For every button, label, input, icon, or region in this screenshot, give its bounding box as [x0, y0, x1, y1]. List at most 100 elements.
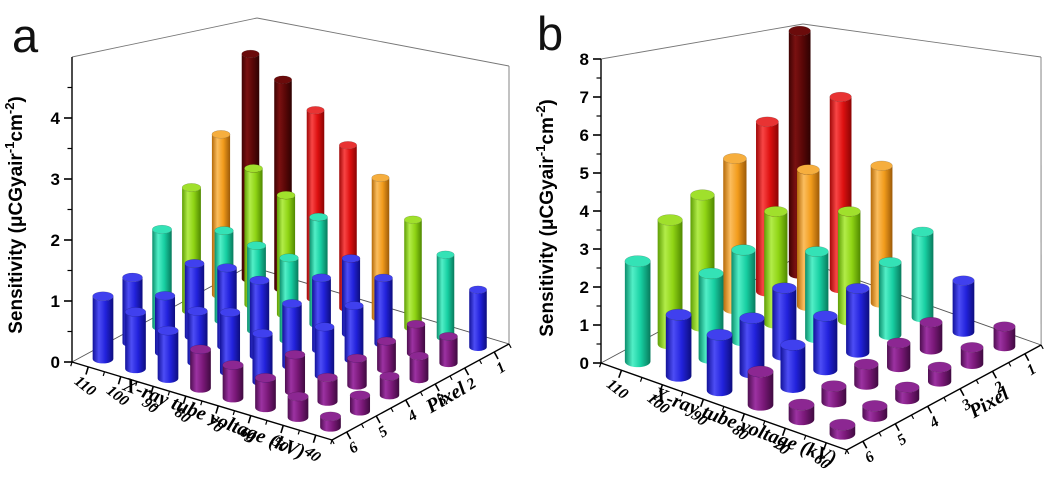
cylinder-body — [436, 254, 455, 342]
pixel-tick-label: 6 — [862, 448, 878, 467]
cylinder-body — [829, 424, 856, 440]
pixel-tick-label: 1 — [493, 359, 509, 378]
cylinder-top — [287, 391, 309, 402]
cylinder-top — [349, 390, 371, 400]
cylinder-top — [154, 291, 176, 301]
pixel-major-tick — [959, 388, 965, 397]
z-tick-label: 2 — [51, 231, 60, 250]
cylinder-top — [706, 328, 733, 341]
cylinder-top — [122, 272, 143, 283]
cylinder-top — [993, 321, 1016, 332]
z-tick-label: 1 — [580, 316, 589, 335]
voltage-tick-label: 110 — [603, 376, 631, 403]
voltage-axis-title: X-ray tube voltage (kV) — [650, 383, 840, 470]
cylinder-body — [255, 377, 276, 413]
bar-a-v60-p4 — [314, 322, 335, 380]
z-tick-label: 2 — [580, 278, 589, 297]
bars-group — [624, 25, 1016, 440]
cylinder-body — [125, 311, 146, 374]
bar-b-v80-p1 — [911, 226, 934, 323]
bar-a-v40-p5 — [349, 390, 371, 416]
z-tick-label: 7 — [580, 88, 589, 107]
cylinder-top — [731, 244, 756, 256]
voltage-tick-label: 110 — [71, 373, 99, 400]
pixel-major-tick — [991, 370, 998, 379]
bar-a-v60-p1 — [403, 215, 423, 332]
bar-b-v70-p1 — [952, 275, 975, 337]
bar-a-v50-p1 — [436, 250, 455, 342]
cylinder-top — [371, 173, 390, 182]
cylinder-body — [895, 387, 920, 405]
cylinder-top — [273, 75, 293, 84]
bar-b-v60-p5 — [862, 400, 888, 422]
bar-a-v70-p5 — [252, 328, 273, 387]
voltage-major-tick — [618, 369, 623, 379]
cylinder-top — [919, 317, 943, 328]
cylinder-top — [894, 381, 920, 393]
voltage-axis-title: X-ray tube voltage (kV) — [119, 373, 308, 463]
voltage-major-tick — [85, 366, 90, 375]
bar-a-v40-p6 — [319, 411, 342, 432]
bar-b-v70-p3 — [886, 337, 911, 373]
bar-a-v50-p4 — [347, 353, 367, 390]
cylinder-body — [349, 395, 371, 416]
cylinder-top — [698, 267, 724, 280]
pixel-minor-tick — [390, 407, 394, 413]
cylinder-top — [152, 224, 172, 234]
pixel-tick-label: 4 — [404, 407, 421, 426]
cylinder-top — [468, 285, 488, 294]
pixel-minor-tick — [943, 397, 947, 402]
cylinder-top — [788, 25, 811, 36]
bar-b-v90-p6 — [706, 328, 733, 397]
voltage-minor-tick — [70, 361, 73, 367]
cylinder-top — [314, 322, 335, 332]
cylinder-body — [347, 358, 367, 390]
cylinder-top — [284, 349, 306, 360]
pixel-minor-tick — [449, 375, 453, 381]
voltage-minor-tick — [803, 435, 807, 440]
pixel-minor-tick — [508, 343, 512, 349]
cylinder-top — [219, 307, 241, 318]
pixel-major-tick — [464, 367, 470, 376]
cylinder-top — [763, 206, 788, 217]
cylinder-top — [780, 339, 806, 351]
bar-a-v40-p4 — [379, 371, 400, 400]
cylinder-body — [190, 349, 211, 393]
bar-a-v60-p2 — [374, 273, 393, 348]
panel-letter: a — [12, 9, 39, 62]
bar-a-v80-p6 — [189, 344, 212, 393]
cylinder-body — [706, 334, 733, 397]
pixel-minor-tick — [878, 432, 882, 437]
cylinder-top — [279, 253, 299, 263]
voltage-minor-tick — [232, 410, 236, 416]
voltage-major-tick — [740, 413, 746, 422]
cylinder-top — [747, 365, 774, 378]
cylinder-top — [952, 275, 975, 286]
cylinder-top — [189, 344, 212, 355]
cylinder-top — [92, 291, 114, 302]
z-tick-label: 8 — [580, 50, 589, 69]
z-tick-label: 5 — [580, 164, 589, 183]
cylinder-top — [845, 283, 870, 294]
bar-a-v70-p6 — [222, 360, 244, 403]
voltage-major-tick — [182, 395, 187, 405]
cylinder-top — [306, 106, 325, 115]
bar-a-v60-p6 — [254, 373, 277, 413]
pixel-major-tick — [862, 440, 868, 449]
cylinder-body — [409, 355, 429, 384]
pixel-minor-tick — [975, 379, 979, 385]
cylinder-body — [821, 386, 847, 408]
box-top-right-edge — [256, 17, 510, 67]
bar-a-v60-p5 — [284, 349, 306, 397]
cylinder-body — [344, 305, 364, 364]
voltage-major-tick — [117, 376, 122, 385]
cylinder-body — [780, 344, 806, 393]
cylinder-top — [379, 371, 400, 381]
cylinder-body — [439, 336, 458, 368]
bar-a-v90-p6 — [157, 325, 179, 383]
cylinder-body — [314, 326, 335, 380]
voltage-minor-tick — [762, 420, 766, 426]
cylinder-top — [439, 332, 458, 341]
